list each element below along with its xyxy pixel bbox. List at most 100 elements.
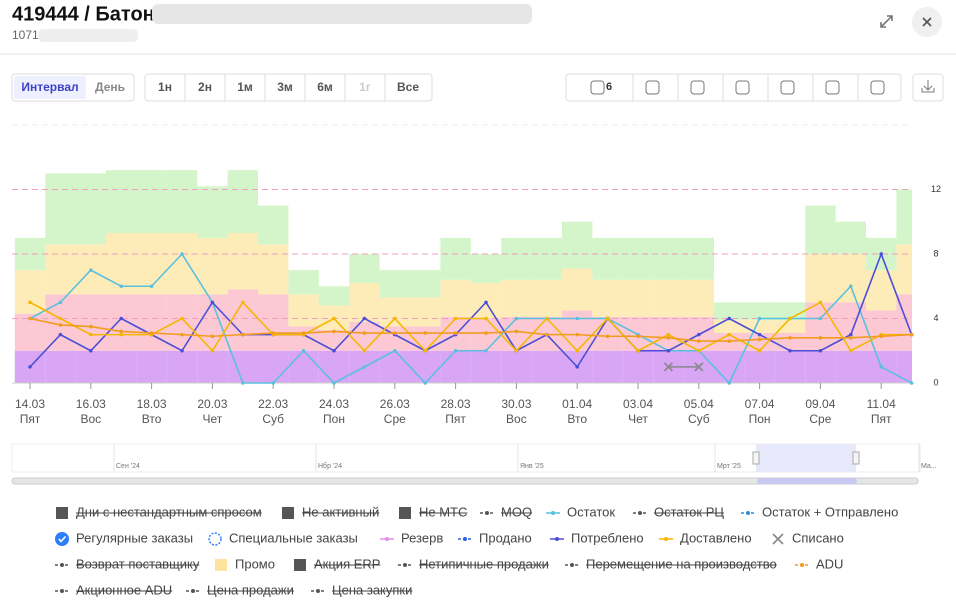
legend-label[interactable]: Специальные заказы — [229, 530, 358, 545]
legend-label[interactable]: Остаток РЦ — [654, 504, 724, 519]
legend-label[interactable]: Продано — [479, 530, 532, 545]
legend-label[interactable]: ADU — [816, 556, 843, 571]
legend-label[interactable]: Цена закупки — [332, 582, 412, 597]
zone-segment — [501, 237, 532, 280]
period-button[interactable]: 1н — [158, 80, 172, 94]
zone-segment — [258, 244, 289, 295]
legend-label[interactable]: Остаток + Отправлено — [762, 504, 898, 519]
legend-square[interactable] — [399, 507, 411, 519]
legend-label[interactable]: Возврат поставщику — [76, 556, 200, 571]
legend-label[interactable]: Резерв — [401, 530, 443, 545]
interval-option[interactable]: Интервал — [21, 80, 78, 94]
interval-option[interactable]: День — [95, 80, 125, 94]
x-tick-label: 01.04 — [562, 397, 592, 411]
legend-label[interactable]: Цена продажи — [207, 582, 294, 597]
zone-segment — [318, 329, 350, 351]
x-tick-label: 22.03 — [258, 397, 288, 411]
point — [28, 365, 32, 369]
x-tick-label: 05.04 — [684, 397, 714, 411]
tool-icon[interactable] — [645, 80, 660, 95]
zone-segment — [683, 279, 714, 317]
legend-label[interactable]: Промо — [235, 556, 275, 571]
zone-segment — [349, 283, 380, 322]
legend-square[interactable] — [282, 507, 294, 519]
period-button[interactable]: 6м — [317, 80, 333, 94]
period-button[interactable]: Все — [397, 80, 419, 94]
zone-segment — [835, 221, 866, 254]
zone-segment — [288, 294, 319, 327]
zone-segment — [440, 237, 471, 280]
legend-label[interactable]: Нетипичные продажи — [419, 556, 549, 571]
point — [514, 329, 519, 334]
point — [149, 284, 154, 289]
zone-segment — [714, 320, 745, 334]
zone-segment — [379, 270, 410, 298]
zone-segment — [106, 294, 137, 351]
legend-label[interactable]: Остаток — [567, 504, 615, 519]
point — [727, 339, 731, 343]
point — [727, 332, 731, 337]
legend-dot — [570, 563, 574, 567]
x-weekday-label: Суб — [262, 412, 284, 426]
zone-segment — [835, 350, 866, 383]
zone-segment — [227, 170, 258, 234]
zone-segment — [136, 233, 167, 295]
zone-segment — [896, 294, 912, 351]
zone-segment — [166, 350, 198, 383]
legend-label[interactable]: Регулярные заказы — [76, 530, 193, 545]
tool-icon[interactable] — [590, 80, 605, 95]
nav-label: Нбр '24 — [318, 462, 342, 470]
x-tick-label: 20.03 — [197, 397, 227, 411]
x-weekday-label: Вос — [506, 412, 527, 426]
zone-segment — [349, 254, 380, 284]
period-button[interactable]: 1г — [359, 80, 371, 94]
legend-square[interactable] — [56, 507, 68, 519]
legend-label[interactable]: MOQ — [501, 504, 532, 519]
zone-segment — [835, 254, 866, 303]
legend-label[interactable]: Не активный — [302, 504, 379, 519]
close-button[interactable] — [912, 7, 942, 37]
x-tick-label: 09.04 — [805, 397, 835, 411]
period-button[interactable]: 1м — [237, 80, 253, 94]
tool-icon[interactable] — [690, 80, 705, 95]
legend-label[interactable]: Доставлено — [680, 530, 752, 545]
x-weekday-label: Чет — [628, 412, 648, 426]
point — [332, 329, 336, 334]
expand-button[interactable] — [880, 15, 893, 28]
legend-label[interactable]: Перемещение на производство — [586, 556, 777, 571]
tool-icon[interactable] — [735, 80, 750, 95]
legend-label[interactable]: Дни с нестандартным спросом — [76, 504, 262, 519]
legend-cross[interactable] — [772, 533, 784, 545]
legend-check[interactable] — [55, 532, 69, 546]
point — [271, 381, 276, 385]
legend-dot — [60, 589, 64, 593]
period-button[interactable]: 2н — [198, 80, 212, 94]
legend-square[interactable] — [294, 559, 306, 571]
point — [879, 365, 883, 369]
period-button[interactable]: 3м — [277, 80, 293, 94]
legend-square[interactable] — [215, 559, 227, 571]
point — [180, 252, 184, 256]
tool-icon[interactable] — [870, 80, 885, 95]
legend-label[interactable]: Акционное ADU — [76, 582, 172, 597]
zone-segment — [531, 279, 562, 317]
zone-segment — [258, 350, 289, 383]
legend-ring[interactable] — [208, 532, 222, 546]
zone-segment — [288, 350, 319, 383]
legend-label[interactable]: Списано — [792, 530, 844, 545]
legend-label[interactable]: Не МТС — [419, 504, 467, 519]
zone-segment — [653, 237, 684, 280]
tool-icon[interactable] — [780, 80, 795, 95]
point — [879, 252, 883, 256]
point — [484, 300, 488, 305]
zone-segment — [866, 270, 897, 311]
tool-icon[interactable] — [825, 80, 840, 95]
zone-segment — [318, 286, 350, 306]
legend-label[interactable]: Потреблено — [571, 530, 644, 545]
point — [575, 348, 579, 353]
legend-dot — [316, 589, 320, 593]
nav-label: Сен '24 — [116, 463, 140, 470]
legend-label[interactable]: Акция ERP — [314, 556, 380, 571]
point — [909, 381, 914, 385]
zone-segment — [258, 205, 289, 245]
